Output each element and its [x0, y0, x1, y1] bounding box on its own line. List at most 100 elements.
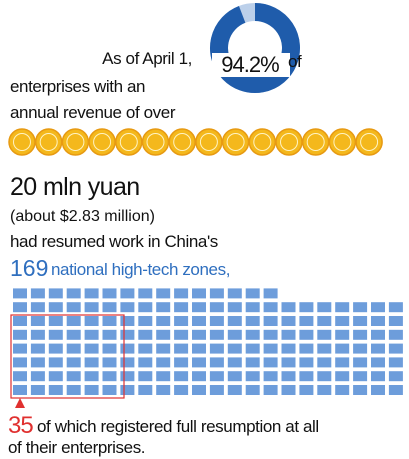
zone-square: [299, 316, 314, 326]
zone-square: [30, 288, 45, 299]
zone-square: [281, 343, 296, 354]
zone-square: [30, 316, 45, 326]
coins: [8, 128, 383, 156]
zone-square: [281, 371, 296, 382]
zone-square: [263, 357, 278, 368]
zone-square: [209, 329, 224, 340]
zone-square: [156, 357, 171, 368]
zone-square: [174, 288, 189, 299]
zone-square: [227, 343, 242, 354]
zone-square: [120, 329, 135, 340]
zone-square: [192, 288, 206, 299]
zone-square: [281, 302, 296, 313]
zone-square: [192, 343, 206, 354]
zone-square: [353, 371, 368, 382]
zone-square: [48, 343, 63, 354]
zone-square: [245, 371, 260, 382]
zone-square: [353, 385, 368, 395]
zone-square: [281, 357, 296, 368]
zone-square: [371, 302, 385, 313]
coin: [61, 128, 90, 156]
zone-square: [138, 316, 153, 326]
coin-inner: [306, 133, 325, 151]
zone-square: [138, 343, 153, 354]
coin: [275, 128, 303, 156]
zone-square: [209, 302, 224, 313]
zone-square: [209, 316, 224, 326]
label-bg: [212, 53, 290, 77]
coin-inner: [173, 133, 192, 151]
zone-square: [209, 288, 224, 299]
zone-square: [353, 329, 368, 340]
zone-square: [263, 302, 278, 313]
zone-square: [335, 316, 350, 326]
coin: [195, 128, 223, 156]
coin: [8, 128, 36, 156]
zone-square: [174, 302, 189, 313]
zone-square: [13, 343, 27, 354]
zone-square: [245, 316, 260, 326]
zone-square: [84, 343, 99, 354]
zone-square: [66, 288, 81, 299]
coin: [248, 128, 277, 156]
coin: [141, 128, 170, 156]
zone-square: [371, 357, 385, 368]
zone-square: [84, 385, 99, 395]
zone-square: [299, 357, 314, 368]
zone-square: [371, 343, 385, 354]
zone-square: [317, 343, 332, 354]
zone-square: [48, 371, 63, 382]
zone-square: [263, 371, 278, 382]
amount-usd: (about $2.83 million): [10, 208, 155, 225]
zone-square: [66, 357, 81, 368]
zone-square: [192, 329, 206, 340]
zone-square: [335, 357, 350, 368]
zone-square: [371, 371, 385, 382]
zones-count: 169: [10, 255, 48, 281]
zone-square: [120, 385, 135, 395]
zone-square: [30, 357, 45, 368]
zone-square: [102, 357, 117, 368]
zone-square: [156, 316, 171, 326]
donut-label: 94.2%: [221, 52, 279, 77]
zone-square: [227, 302, 242, 313]
zone-square: [263, 343, 278, 354]
zone-square: [263, 316, 278, 326]
zone-square: [102, 288, 117, 299]
zone-square: [102, 371, 117, 382]
pointer: [15, 398, 25, 408]
zone-square: [156, 343, 171, 354]
zone-square: [371, 316, 385, 326]
zone-square: [388, 329, 403, 340]
zone-square: [102, 385, 117, 395]
zone-square: [13, 302, 27, 313]
zone-square: [245, 357, 260, 368]
zone-square: [227, 329, 242, 340]
zone-square: [174, 357, 189, 368]
zone-square: [13, 357, 27, 368]
zone-square: [174, 371, 189, 382]
zone-square: [84, 288, 99, 299]
zone-square: [245, 302, 260, 313]
coin: [328, 128, 357, 156]
zone-square: [263, 385, 278, 395]
zone-square: [13, 288, 27, 299]
zone-square: [317, 385, 332, 395]
zone-square: [353, 302, 368, 313]
zone-square: [13, 329, 27, 340]
zone-square: [371, 385, 385, 395]
zone-square: [48, 302, 63, 313]
text-line: had resumed work in China's: [10, 232, 218, 251]
zone-square: [48, 329, 63, 340]
zone-square: [281, 329, 296, 340]
zone-square: [102, 343, 117, 354]
zone-square: [48, 385, 63, 395]
coin: [301, 128, 330, 156]
zone-square: [138, 357, 153, 368]
zone-square: [227, 288, 242, 299]
zone-square: [192, 316, 206, 326]
zone-square: [245, 343, 260, 354]
zone-square: [13, 371, 27, 382]
highlight-box: [10, 314, 125, 399]
zone-square: [156, 329, 171, 340]
